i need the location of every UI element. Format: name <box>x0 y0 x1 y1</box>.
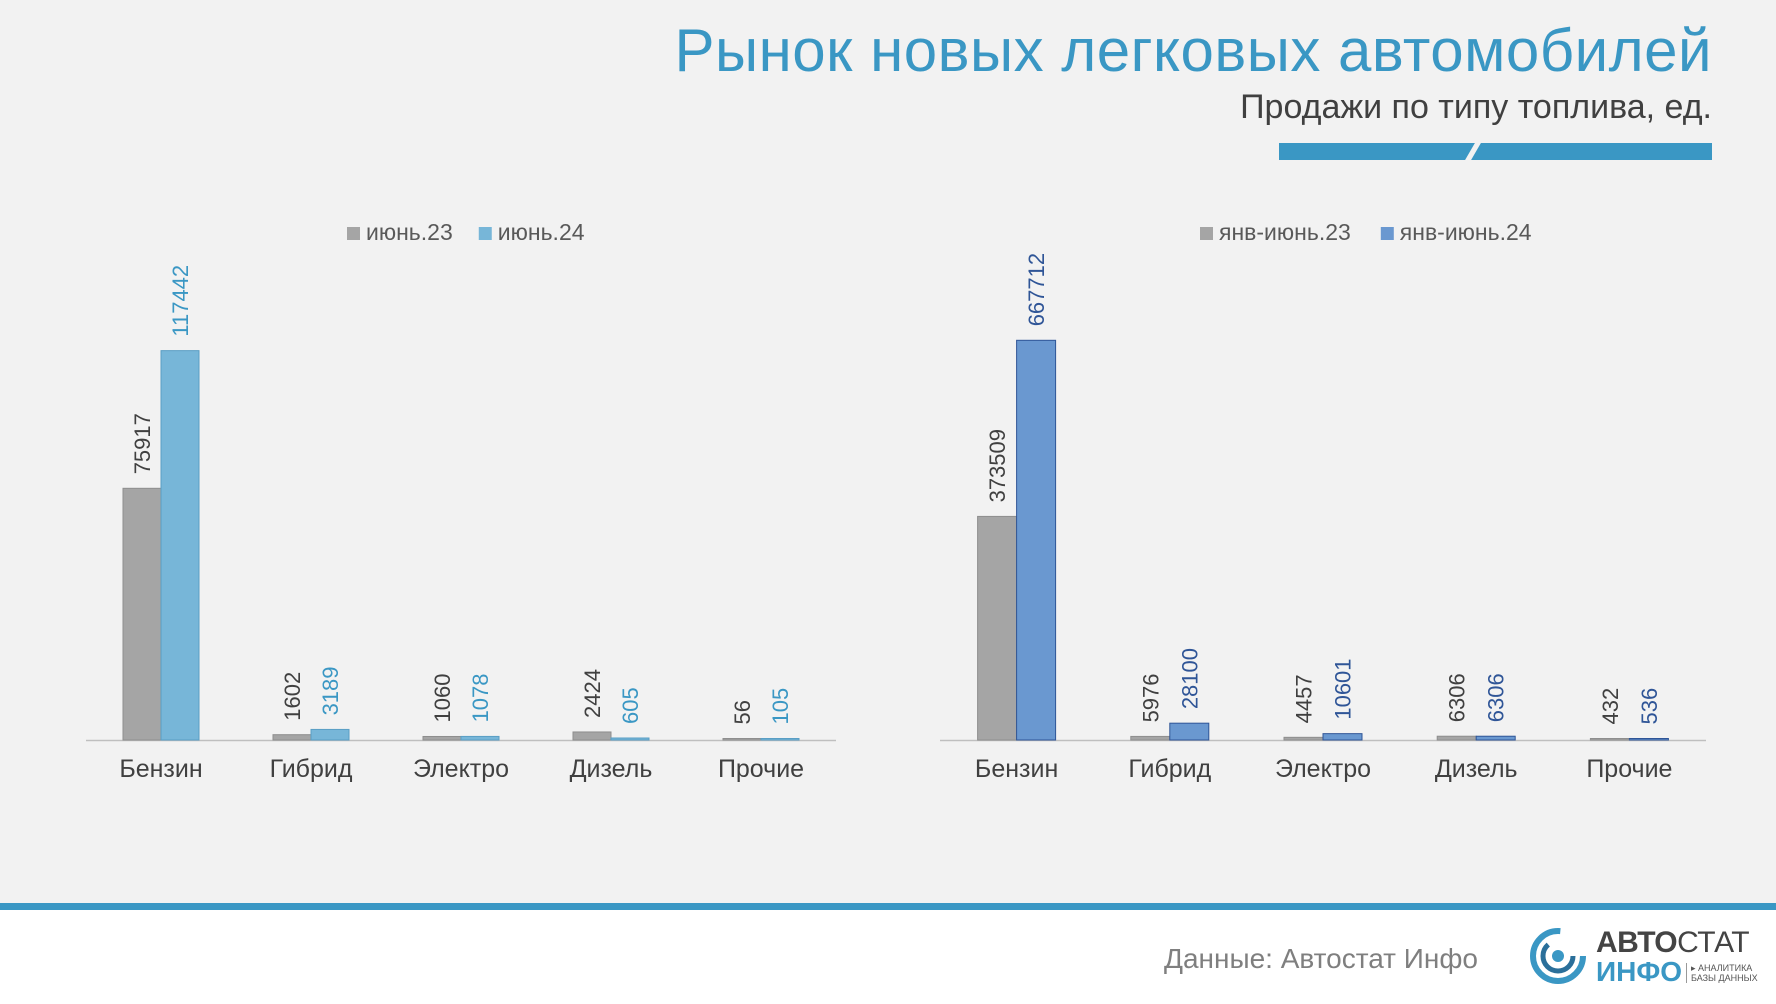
legend-label: янв-июнь.24 <box>1400 219 1532 245</box>
bar <box>760 738 800 741</box>
bar <box>1016 339 1057 741</box>
bar <box>160 350 200 741</box>
bar-value-label: 28100 <box>1177 648 1202 709</box>
legend-label: июнь.23 <box>366 219 453 245</box>
bar-value-label: 117442 <box>168 265 193 337</box>
bar-value-label: 1078 <box>468 673 493 722</box>
legend-swatch <box>347 227 360 240</box>
bar-value-label: 1060 <box>430 674 455 723</box>
page-title: Рынок новых легковых автомобилей <box>674 17 1712 84</box>
footer <box>0 903 1776 1004</box>
legend-swatch <box>478 227 492 240</box>
bar-value-label: 6306 <box>1484 673 1509 722</box>
bar <box>1283 736 1324 741</box>
bar <box>460 735 500 741</box>
page-subtitle: Продажи по типу топлива, ед. <box>1240 88 1712 126</box>
bar <box>1130 735 1171 741</box>
bar-value-label: 105 <box>768 688 793 725</box>
bar <box>310 728 350 741</box>
bar <box>1475 735 1516 741</box>
bar-value-label: 4457 <box>1292 674 1317 723</box>
category-label: Прочие <box>718 755 804 783</box>
logo-tagline: ▸ АНАЛИТИКА БАЗЫ ДАННЫХ <box>1686 963 1771 983</box>
bar-value-label: 1602 <box>280 672 305 721</box>
category-label: Гибрид <box>270 755 353 783</box>
bar <box>1169 722 1210 741</box>
footer-divider <box>0 903 1776 910</box>
category-label: Бензин <box>119 755 202 783</box>
bar <box>1436 735 1477 741</box>
bar <box>1628 738 1669 741</box>
avtostat-logo[interactable]: АВТОСТАТ ИНФО ▸ АНАЛИТИКА БАЗЫ ДАННЫХ <box>1530 926 1758 990</box>
bar-value-label: 536 <box>1637 688 1662 725</box>
bar-value-label: 667712 <box>1024 253 1049 326</box>
bar-value-label: 605 <box>618 687 643 724</box>
legend-label: июнь.24 <box>498 219 585 245</box>
logo-swirl-icon <box>1530 928 1586 984</box>
logo-word-bottom: ИНФО <box>1596 956 1683 987</box>
bar-value-label: 373509 <box>985 429 1010 502</box>
chart-jan-june: янв-июнь.23 янв-июнь.24 373509 667712 Бензин… <box>940 219 1706 783</box>
bar <box>977 515 1018 741</box>
category-label: Гибрид <box>1128 755 1211 783</box>
data-source: Данные: Автостат Инфо <box>1163 943 1478 974</box>
category-label: Дизель <box>1435 755 1518 783</box>
category-label: Электро <box>413 755 509 783</box>
bar-value-label: 2424 <box>580 669 605 718</box>
title-accent-bar <box>1279 143 1712 160</box>
bar <box>122 487 162 741</box>
logo-word-top: АВТОСТАТ <box>1596 926 1750 959</box>
bar <box>1589 738 1630 741</box>
category-label: Дизель <box>570 755 653 783</box>
bar <box>572 731 612 741</box>
category-label: Прочие <box>1586 755 1672 783</box>
category-label: Бензин <box>975 755 1058 783</box>
bar-value-label: 3189 <box>318 666 343 715</box>
bar-value-label: 56 <box>730 700 755 724</box>
bar-value-label: 10601 <box>1331 658 1356 719</box>
legend-swatch <box>1380 227 1394 240</box>
bar-value-label: 432 <box>1598 688 1623 725</box>
category-label: Электро <box>1275 755 1371 783</box>
bar-value-label: 6306 <box>1445 673 1470 722</box>
legend-label: янв-июнь.23 <box>1219 219 1351 245</box>
legend-swatch <box>1200 227 1213 240</box>
bar <box>1322 733 1363 741</box>
bar-value-label: 5976 <box>1138 673 1163 722</box>
bar <box>610 737 650 741</box>
bar-value-label: 75917 <box>130 413 155 474</box>
chart-june: июнь.23 июнь.24 75917 117442 Бензин 1602 3189 Г… <box>86 219 836 783</box>
